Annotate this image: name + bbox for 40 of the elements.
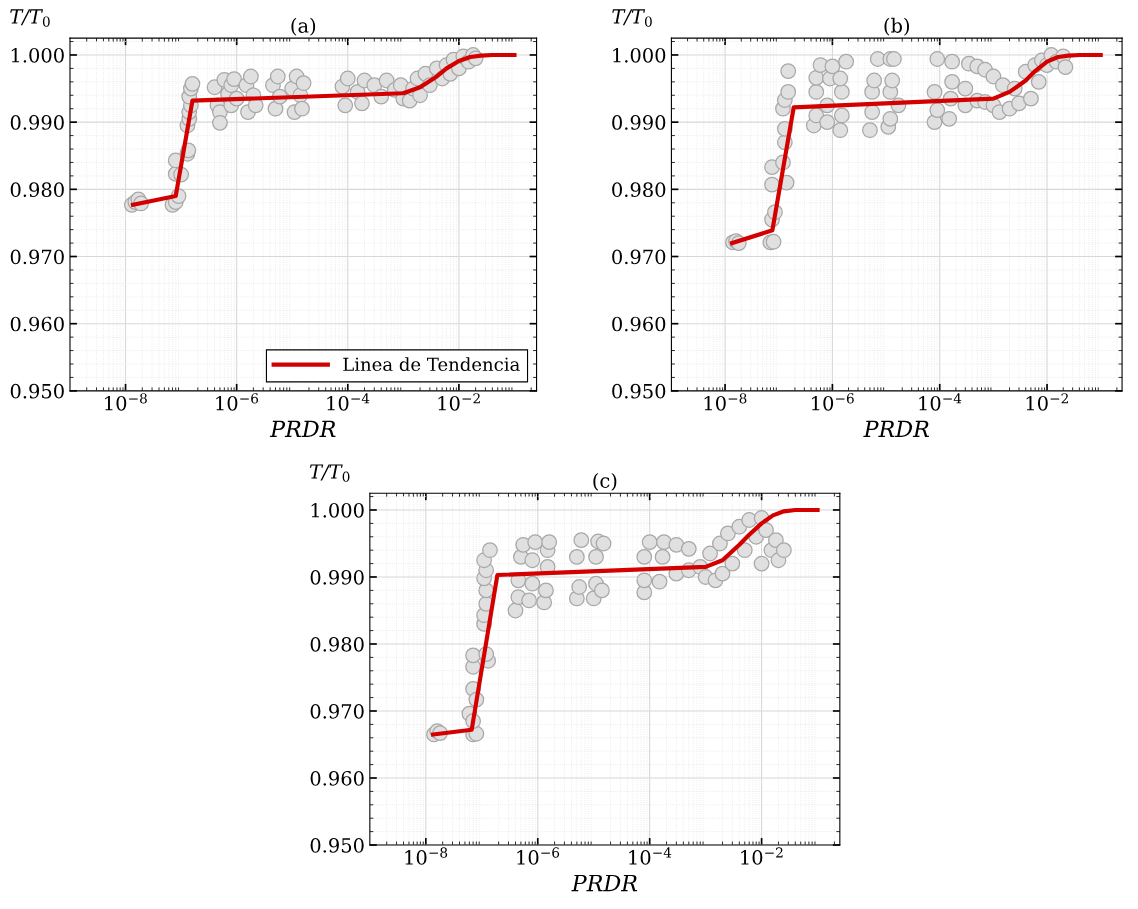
chart-title: (a) bbox=[291, 17, 316, 36]
y-tick-label: 0.950 bbox=[10, 383, 64, 399]
y-tick-label: 0.970 bbox=[612, 249, 666, 265]
y-tick-label: 0.990 bbox=[310, 569, 364, 585]
legend-label: Linea de Tendencia bbox=[343, 357, 520, 372]
chart-title: (c) bbox=[593, 472, 617, 491]
y-tick-label: 0.950 bbox=[310, 837, 364, 853]
y-axis-title: T/T$_{0}$ bbox=[612, 9, 652, 27]
y-tick-label: 0.960 bbox=[310, 770, 364, 786]
y-tick-label: 0.990 bbox=[10, 115, 64, 130]
x-tick-label: 10$^{−4}$ bbox=[629, 847, 672, 865]
y-tick-label: 0.980 bbox=[310, 636, 364, 652]
y-tick-label: 1.000 bbox=[11, 47, 64, 63]
y-tick-label: 0.990 bbox=[612, 115, 666, 130]
x-axis-title: PRDR bbox=[863, 420, 930, 437]
x-tick-label: 10$^{−6}$ bbox=[517, 847, 560, 865]
y-tick-label: 0.970 bbox=[10, 249, 64, 265]
y-tick-label: 0.980 bbox=[612, 182, 666, 197]
y-tick-label: 0.980 bbox=[10, 182, 64, 197]
x-tick-label: 10$^{−8}$ bbox=[105, 393, 147, 411]
y-axis-title: T/T$_{0}$ bbox=[309, 464, 350, 482]
x-tick-label: 10$^{−2}$ bbox=[1026, 393, 1068, 411]
x-axis-title: PRDR bbox=[571, 874, 638, 892]
x-tick-label: 10$^{−2}$ bbox=[741, 847, 783, 865]
x-tick-label: 10$^{−2}$ bbox=[438, 393, 480, 411]
chart-title: (b) bbox=[884, 17, 910, 36]
y-tick-label: 0.970 bbox=[310, 703, 364, 719]
x-tick-label: 10$^{−8}$ bbox=[704, 393, 747, 411]
y-tick-label: 1.000 bbox=[311, 502, 364, 518]
x-tick-label: 10$^{−8}$ bbox=[405, 847, 448, 865]
y-tick-label: 0.960 bbox=[10, 316, 64, 332]
y-axis-title: T/T$_{0}$ bbox=[10, 9, 50, 27]
x-tick-label: 10$^{−4}$ bbox=[327, 393, 370, 411]
x-tick-label: 10$^{−6}$ bbox=[812, 393, 854, 411]
x-tick-label: 10$^{−6}$ bbox=[216, 393, 259, 411]
y-tick-label: 0.960 bbox=[612, 316, 666, 332]
y-tick-label: 0.950 bbox=[612, 383, 666, 399]
x-axis-title: PRDR bbox=[269, 420, 336, 437]
y-tick-label: 1.000 bbox=[613, 47, 666, 63]
x-tick-label: 10$^{−4}$ bbox=[919, 393, 962, 411]
